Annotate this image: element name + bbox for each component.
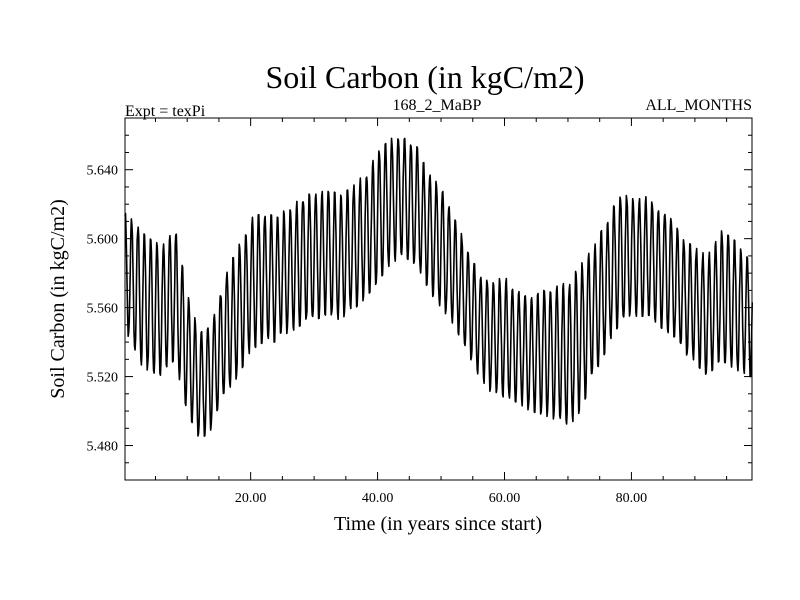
y-tick-label: 5.640	[87, 164, 119, 179]
subtitle-period: 168_2_MaBP	[393, 97, 482, 114]
x-tick-label: 20.00	[235, 491, 267, 506]
x-tick-label: 60.00	[489, 491, 521, 506]
x-tick-label: 40.00	[362, 491, 394, 506]
y-axis-label: Soil Carbon (in kgC/m2)	[47, 199, 69, 398]
axis-tick-labels: 5.480 5.520 5.560 5.600 5.640 20.00 40.00 60.00…	[87, 164, 648, 506]
y-tick-label: 5.520	[87, 371, 119, 386]
y-tick-label: 5.560	[87, 302, 119, 317]
subtitle-months: ALL_MONTHS	[645, 97, 752, 114]
y-tick-label: 5.480	[87, 440, 119, 455]
chart-title: Soil Carbon (in kgC/m2)	[265, 59, 584, 95]
x-axis-label: Time (in years since start)	[334, 513, 542, 535]
y-tick-label: 5.600	[87, 233, 119, 248]
plot-frame	[124, 117, 753, 481]
subtitle-experiment: Expt = texPi	[125, 103, 206, 120]
series-line-soil-carbon	[124, 137, 754, 437]
x-tick-label: 80.00	[616, 491, 648, 506]
